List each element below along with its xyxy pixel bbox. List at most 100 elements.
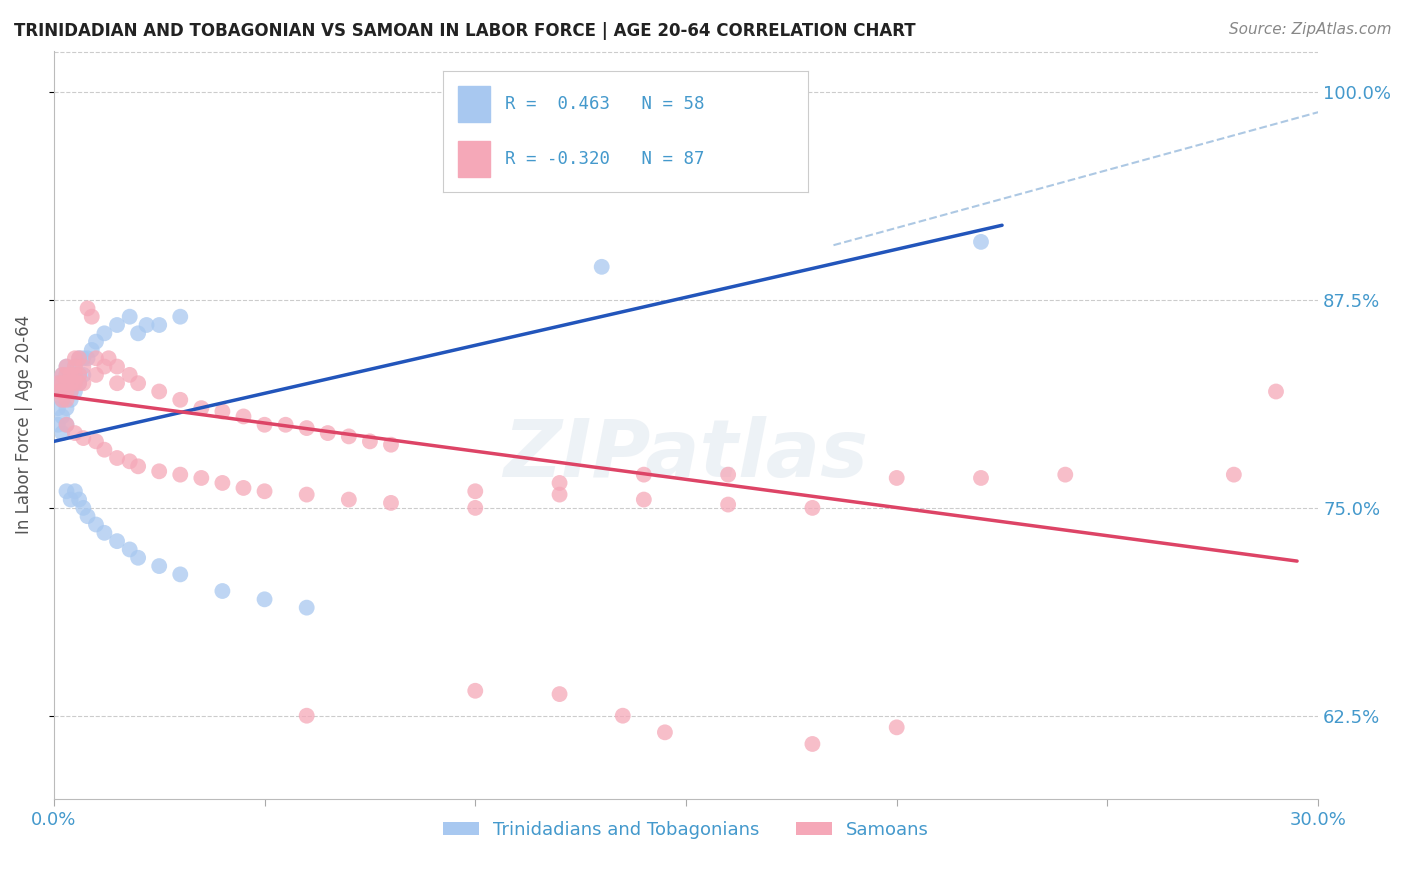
Point [970, 471, 993, 485]
Point [63, 368, 86, 382]
Point [148, 384, 170, 399]
Point [380, 496, 402, 510]
Point [84, 434, 107, 449]
Point [1265, 384, 1288, 399]
Point [55, 384, 77, 399]
Point [55, 376, 77, 391]
Point [105, 359, 128, 374]
Point [253, 417, 276, 432]
Point [59, 368, 82, 382]
Point [190, 471, 212, 485]
Legend: Trinidadians and Tobagonians, Samoans: Trinidadians and Tobagonians, Samoans [436, 814, 936, 846]
Point [717, 467, 740, 482]
Point [67, 376, 90, 391]
Point [67, 368, 90, 382]
Point [1054, 467, 1077, 482]
Point [67, 492, 90, 507]
Text: Source: ZipAtlas.com: Source: ZipAtlas.com [1229, 22, 1392, 37]
Point [612, 708, 634, 723]
Point [105, 376, 128, 391]
Point [127, 326, 149, 341]
Point [72, 359, 94, 374]
Point [127, 459, 149, 474]
Point [591, 260, 613, 274]
Point [51, 426, 73, 441]
Point [55, 368, 77, 382]
Point [295, 421, 318, 435]
Point [93, 442, 115, 457]
Point [337, 492, 360, 507]
Point [118, 310, 141, 324]
Point [380, 438, 402, 452]
Point [80, 310, 103, 324]
Point [97, 351, 120, 366]
Point [295, 708, 318, 723]
Point [63, 368, 86, 382]
Point [84, 351, 107, 366]
Point [63, 426, 86, 441]
Point [51, 368, 73, 382]
Point [886, 471, 908, 485]
Point [232, 409, 254, 424]
Point [295, 487, 318, 501]
Point [51, 392, 73, 407]
Point [63, 376, 86, 391]
Point [51, 384, 73, 399]
Point [169, 567, 191, 582]
Point [46, 384, 69, 399]
Point [76, 351, 98, 366]
Point [169, 392, 191, 407]
Point [46, 376, 69, 391]
Point [84, 517, 107, 532]
Point [148, 318, 170, 332]
Point [55, 401, 77, 416]
Point [46, 417, 69, 432]
Point [211, 404, 233, 418]
Point [72, 376, 94, 391]
Point [55, 376, 77, 391]
Point [59, 492, 82, 507]
Point [76, 509, 98, 524]
Point [548, 487, 571, 501]
Point [717, 498, 740, 512]
Point [148, 464, 170, 478]
Point [232, 481, 254, 495]
Point [93, 326, 115, 341]
Point [55, 359, 77, 374]
Point [464, 484, 486, 499]
Point [63, 384, 86, 399]
Point [295, 600, 318, 615]
Point [548, 475, 571, 490]
Point [51, 376, 73, 391]
Point [59, 376, 82, 391]
Point [633, 492, 655, 507]
Point [67, 368, 90, 382]
Point [59, 384, 82, 399]
Point [55, 417, 77, 432]
Point [253, 484, 276, 499]
Point [59, 376, 82, 391]
Point [359, 434, 381, 449]
Bar [457, 141, 491, 178]
Point [127, 550, 149, 565]
Point [51, 409, 73, 424]
Point [55, 368, 77, 382]
Y-axis label: In Labor Force | Age 20-64: In Labor Force | Age 20-64 [15, 315, 32, 534]
Point [548, 687, 571, 701]
Point [337, 429, 360, 443]
Point [76, 301, 98, 316]
Text: ZIPatlas: ZIPatlas [503, 416, 869, 493]
Text: R = -0.320   N = 87: R = -0.320 N = 87 [505, 150, 704, 169]
Point [316, 426, 339, 441]
Point [84, 368, 107, 382]
Point [51, 376, 73, 391]
Point [105, 318, 128, 332]
Point [169, 467, 191, 482]
Point [51, 368, 73, 382]
Point [72, 368, 94, 382]
Point [63, 351, 86, 366]
Point [55, 417, 77, 432]
Point [63, 376, 86, 391]
Point [211, 584, 233, 599]
Point [55, 484, 77, 499]
